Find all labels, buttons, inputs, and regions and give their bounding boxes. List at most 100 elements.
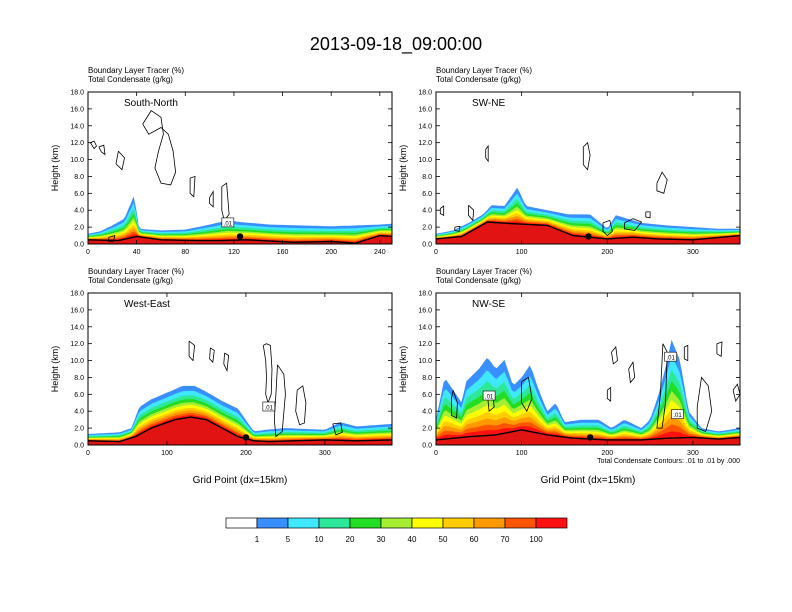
y-tick-label: 2.0	[422, 426, 432, 433]
condensate-contour	[439, 205, 445, 216]
condensate-contour	[209, 347, 215, 364]
panel-label: NW-SE	[472, 299, 505, 310]
tracer-field	[436, 141, 740, 244]
panel-label: West-East	[124, 299, 170, 310]
y-tick-label: 2.0	[74, 426, 84, 433]
y-axis-label: Height (km)	[398, 145, 408, 192]
condensate-contour	[188, 340, 196, 362]
y-tick-label: 12.0	[70, 140, 84, 147]
condensate-contour	[209, 190, 214, 208]
contour-label: .01	[485, 395, 494, 401]
y-tick-label: 16.0	[418, 106, 432, 113]
colorbar-label: 50	[439, 535, 448, 544]
plot-frame	[435, 91, 741, 245]
colorbar-label: 20	[346, 535, 355, 544]
y-tick-label: 10.0	[418, 157, 432, 164]
y-tick-label: 4.0	[422, 409, 432, 416]
y-axis-label: Height (km)	[50, 346, 60, 393]
tracer-field: .01 .01 .01	[436, 339, 740, 445]
y-tick-label: 14.0	[418, 123, 432, 130]
condensate-contour	[142, 110, 177, 186]
condensate-contour	[454, 225, 461, 232]
contour-label: .01	[673, 413, 682, 419]
x-tick-label: 200	[240, 450, 252, 457]
x-tick-label: 80	[181, 249, 189, 256]
y-tick-label: 16.0	[418, 307, 432, 314]
x-tick-label: 100	[516, 249, 528, 256]
location-marker	[586, 434, 594, 441]
colorbar: 1 5 10 20 30 40 50 60 70 100	[225, 517, 568, 544]
terrain-line	[88, 416, 392, 443]
subtitle-condensate: Total Condensate (g/kg)	[436, 276, 521, 285]
condensate-contour	[624, 218, 643, 231]
tracer-band-10	[88, 415, 392, 445]
colorbar-swatch	[318, 517, 351, 529]
condensate-contour	[108, 235, 116, 242]
contour-label-box	[221, 217, 235, 228]
colorbar-label: 40	[408, 535, 417, 544]
x-tick-label: 200	[601, 249, 613, 256]
condensate-contour	[90, 140, 97, 150]
terrain-line	[436, 221, 740, 241]
colorbar-swatch	[349, 517, 382, 529]
tracer-band-10	[436, 426, 740, 445]
condensate-contour	[683, 344, 689, 362]
x-tick-label: 100	[516, 450, 528, 457]
y-tick-label: 16.0	[70, 307, 84, 314]
y-tick-label: 16.0	[70, 106, 84, 113]
subtitle-tracer: Boundary Layer Tracer (%)	[88, 267, 184, 276]
condensate-contour	[606, 386, 612, 402]
x-tick-label: 200	[325, 249, 337, 256]
y-tick-label: 6.0	[74, 191, 84, 198]
y-tick-label: 6.0	[422, 191, 432, 198]
colorbar-swatch	[287, 517, 320, 529]
colorbar-swatch	[411, 517, 444, 529]
condensate-contour	[262, 343, 273, 405]
condensate-contour	[582, 141, 591, 171]
colorbar-swatch	[380, 517, 413, 529]
y-tick-label: 0.0	[422, 443, 432, 450]
y-tick-label: 0.0	[74, 443, 84, 450]
y-tick-label: 6.0	[74, 392, 84, 399]
colorbar-swatch	[442, 517, 475, 529]
x-tick-label: 200	[601, 450, 613, 457]
panel-label: South-North	[124, 98, 178, 109]
subtitle-condensate: Total Condensate (g/kg)	[88, 276, 173, 285]
contour-label: .01	[224, 221, 233, 227]
colorbar-swatch	[473, 517, 506, 529]
x-tick-label: 0	[86, 249, 90, 256]
y-tick-label: 0.0	[422, 242, 432, 249]
contour-label-box	[262, 401, 276, 412]
condensate-contour	[223, 352, 230, 373]
condensate-contour	[611, 346, 618, 365]
x-tick-label: 160	[277, 249, 289, 256]
contour-label-box	[671, 409, 684, 419]
panel-west-east: .01 West-East Boundary Layer Tracer (%)Tot…	[50, 267, 393, 486]
tracer-field: .01	[88, 340, 392, 445]
condensate-contour	[696, 376, 713, 433]
panel-south-north: .01 South-North Boundary Layer Tracer (%)T…	[50, 66, 393, 256]
y-tick-label: 10.0	[70, 358, 84, 365]
y-tick-label: 12.0	[418, 341, 432, 348]
x-axis-label: Grid Point (dx=15km)	[541, 475, 636, 486]
contour-label-box	[664, 351, 677, 362]
x-tick-label: 0	[434, 450, 438, 457]
condensate-contour	[189, 175, 196, 198]
y-tick-label: 18.0	[70, 90, 84, 97]
condensate-contour	[602, 219, 613, 237]
panel-sw-ne: SW-NE Boundary Layer Tracer (%)Total Cond…	[398, 66, 741, 256]
y-tick-label: 18.0	[418, 291, 432, 298]
panel-label: SW-NE	[472, 98, 505, 109]
y-tick-label: 8.0	[74, 174, 84, 181]
plot-frame	[87, 292, 393, 446]
colorbar-label: 60	[470, 535, 479, 544]
colorbar-label: 100	[529, 535, 543, 544]
y-tick-label: 8.0	[422, 375, 432, 382]
subtitle-condensate: Total Condensate (g/kg)	[436, 75, 521, 84]
colorbar-swatch	[225, 517, 258, 529]
y-tick-label: 2.0	[74, 225, 84, 232]
subtitle-condensate: Total Condensate (g/kg)	[88, 75, 173, 84]
x-tick-label: 40	[133, 249, 141, 256]
y-axis-label: Height (km)	[50, 145, 60, 192]
